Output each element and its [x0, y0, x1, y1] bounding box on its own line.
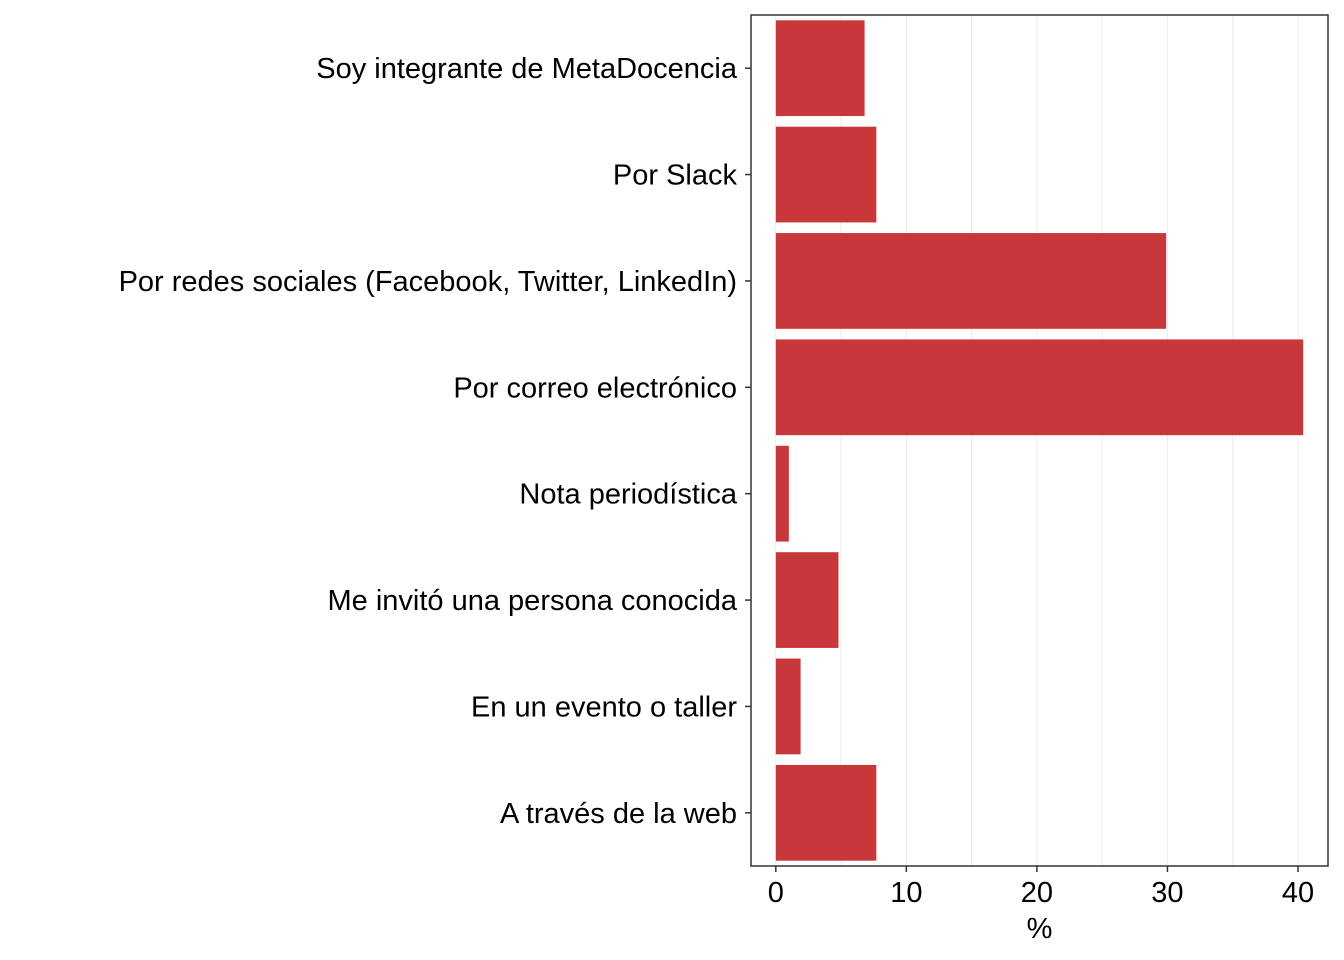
- x-tick-label: 0: [768, 877, 784, 909]
- category-label: A través de la web: [500, 798, 737, 830]
- category-label: Por correo electrónico: [453, 372, 737, 404]
- x-axis-title: %: [1027, 913, 1053, 945]
- bar: [775, 552, 839, 648]
- x-tick-label: 20: [1021, 877, 1053, 909]
- category-label: Nota periodística: [519, 479, 737, 511]
- category-label: Por redes sociales (Facebook, Twitter, L…: [119, 266, 737, 298]
- category-label: Me invitó una persona conocida: [328, 585, 738, 617]
- plot-panel-border: [750, 14, 1329, 867]
- bar: [775, 20, 865, 117]
- x-tick-label: 10: [890, 877, 922, 909]
- bar: [775, 233, 1167, 329]
- bar: [775, 764, 877, 861]
- bar: [775, 445, 789, 542]
- category-label: En un evento o taller: [471, 691, 737, 723]
- category-label: Por Slack: [613, 160, 738, 192]
- x-axis: 0 10 20 30 40: [768, 866, 1314, 909]
- bar: [775, 126, 877, 223]
- x-tick-label: 30: [1151, 877, 1183, 909]
- bars: [775, 20, 1304, 861]
- x-tick-label: 40: [1282, 877, 1314, 909]
- category-label: Soy integrante de MetaDocencia: [316, 53, 738, 85]
- bar: [775, 658, 801, 755]
- bar: [775, 339, 1304, 436]
- y-axis: Soy integrante de MetaDocencia Por Slack P…: [119, 53, 751, 830]
